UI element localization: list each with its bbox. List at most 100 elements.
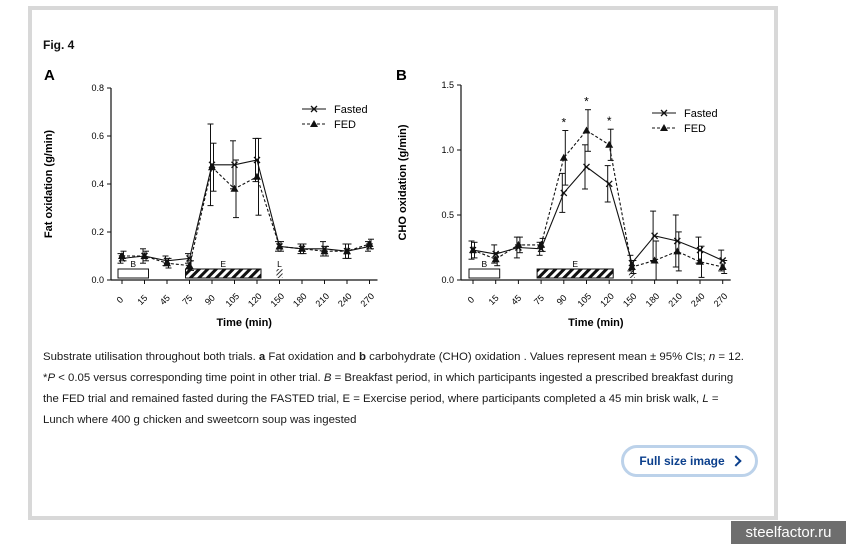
caption-panel-b-ref: b <box>358 351 366 363</box>
data-point-x <box>605 180 613 188</box>
y-tick-label: 0.0 <box>441 275 454 285</box>
caption-text: < 0.05 versus corresponding time point i… <box>55 372 324 384</box>
period-bar <box>117 268 149 279</box>
period-bar <box>185 268 262 279</box>
caption-text: = 12. * <box>43 351 744 384</box>
legend-label: Fasted <box>334 104 368 116</box>
y-tick-label: 1.0 <box>441 145 454 155</box>
caption-italic-p: P <box>47 372 56 384</box>
legend-label: FED <box>684 123 706 135</box>
data-point-triangle <box>696 257 704 265</box>
figure-caption: Substrate utilisation throughout both tr… <box>43 347 749 431</box>
x-tick-label: 90 <box>203 293 217 307</box>
x-tick-label: 105 <box>576 291 594 309</box>
x-tick-label: 45 <box>158 293 172 307</box>
chart-panel-b: B 0.0 0.5 1.0 1.5 CHO oxidation (g/min) 0 15 45 7… <box>396 67 731 329</box>
legend-label: Fasted <box>684 108 718 120</box>
x-tick-label: 180 <box>291 291 309 309</box>
full-size-image-button[interactable]: Full size image <box>621 445 758 477</box>
legend-marker-x <box>310 105 318 113</box>
x-tick-label: 90 <box>555 293 569 307</box>
caption-panel-a-ref: a <box>258 351 266 363</box>
period-label: E <box>572 259 578 269</box>
data-point-triangle <box>582 126 591 134</box>
data-point-triangle <box>230 184 239 192</box>
panel-letter: B <box>396 67 407 84</box>
data-point-x <box>560 189 568 197</box>
legend-marker-triangle <box>660 124 668 131</box>
data-point-triangle <box>469 246 477 254</box>
data-point-triangle <box>514 240 523 248</box>
series-line <box>472 129 723 268</box>
y-tick-label: 0.6 <box>91 131 104 141</box>
period-bar <box>536 268 614 279</box>
data-point-triangle <box>118 252 126 259</box>
data-point-x <box>583 163 590 171</box>
caption-text: Substrate utilisation throughout both tr… <box>43 351 259 363</box>
full-size-image-label: Full size image <box>639 454 725 468</box>
data-point-triangle <box>605 140 614 148</box>
caption-text: = Lunch where 400 g chicken and sweetcor… <box>43 393 719 426</box>
significance-star: * <box>561 116 566 130</box>
period-bar <box>276 269 283 278</box>
x-tick-label: 180 <box>644 291 662 309</box>
y-tick-label: 0.8 <box>91 83 104 93</box>
x-tick-label: 15 <box>135 293 149 307</box>
x-tick-label: 15 <box>487 293 501 307</box>
caption-italic-l: L <box>702 393 709 405</box>
caption-text: Fat oxidation and <box>265 351 359 363</box>
x-tick-label: 210 <box>666 291 684 309</box>
period-label: B <box>482 259 488 269</box>
caption-italic-b: B <box>323 372 332 384</box>
data-point-triangle <box>365 240 374 247</box>
figure-card: Fig. 4 A 0.0 0.2 0.4 0.6 0.8 Fat oxidation (g/… <box>28 6 778 520</box>
panel-letter: A <box>44 67 55 84</box>
data-point-triangle <box>343 247 351 255</box>
x-tick-label: 75 <box>532 293 546 307</box>
legend-marker-triangle <box>310 120 318 127</box>
x-tick-label: 240 <box>336 291 354 309</box>
data-point-triangle <box>275 242 284 250</box>
data-point-x <box>651 232 659 240</box>
legend-marker-x <box>660 109 668 117</box>
figure-label: Fig. 4 <box>43 38 75 52</box>
period-label: B <box>130 259 136 269</box>
caption-italic-n: n <box>708 351 716 363</box>
x-tick-label: 0 <box>115 295 126 306</box>
caption-text: = Breakfast period, in which participant… <box>43 372 734 405</box>
chart-panel-a: A 0.0 0.2 0.4 0.6 0.8 Fat oxidation (g/min) 0 15… <box>43 67 378 329</box>
data-point-triangle <box>298 244 306 252</box>
series-line <box>472 166 723 265</box>
period-label: L <box>277 259 282 269</box>
data-point-triangle <box>673 247 682 255</box>
x-tick-label: 270 <box>712 291 730 309</box>
watermark: steelfactor.ru <box>731 521 846 544</box>
data-point-triangle <box>627 263 636 270</box>
x-tick-label: 105 <box>224 291 242 309</box>
y-axis-label: CHO oxidation (g/min) <box>397 124 409 240</box>
chevron-right-icon <box>730 455 742 467</box>
x-tick-label: 120 <box>246 291 264 309</box>
x-axis-label: Time (min) <box>568 317 624 329</box>
x-tick-label: 150 <box>269 291 287 309</box>
y-tick-label: 0.5 <box>441 210 454 220</box>
series-line <box>121 159 370 262</box>
data-point-triangle <box>559 153 568 161</box>
data-point-triangle <box>491 255 500 263</box>
data-point-x <box>696 246 704 254</box>
data-point-triangle <box>208 163 216 171</box>
data-point-triangle <box>185 261 194 269</box>
y-axis-label: Fat oxidation (g/min) <box>43 130 55 238</box>
figure-plots: A 0.0 0.2 0.4 0.6 0.8 Fat oxidation (g/min) 0 15… <box>43 67 731 329</box>
period-label: E <box>220 259 226 269</box>
data-point-triangle <box>718 263 727 270</box>
y-tick-label: 0.4 <box>91 179 104 189</box>
data-point-triangle <box>650 256 659 264</box>
x-tick-label: 150 <box>621 291 639 309</box>
x-tick-label: 210 <box>314 291 332 309</box>
data-point-triangle <box>537 240 546 248</box>
y-tick-label: 1.5 <box>441 80 454 90</box>
x-axis-label: Time (min) <box>217 317 273 329</box>
legend-label: FED <box>334 119 356 131</box>
data-point-triangle <box>163 259 171 267</box>
